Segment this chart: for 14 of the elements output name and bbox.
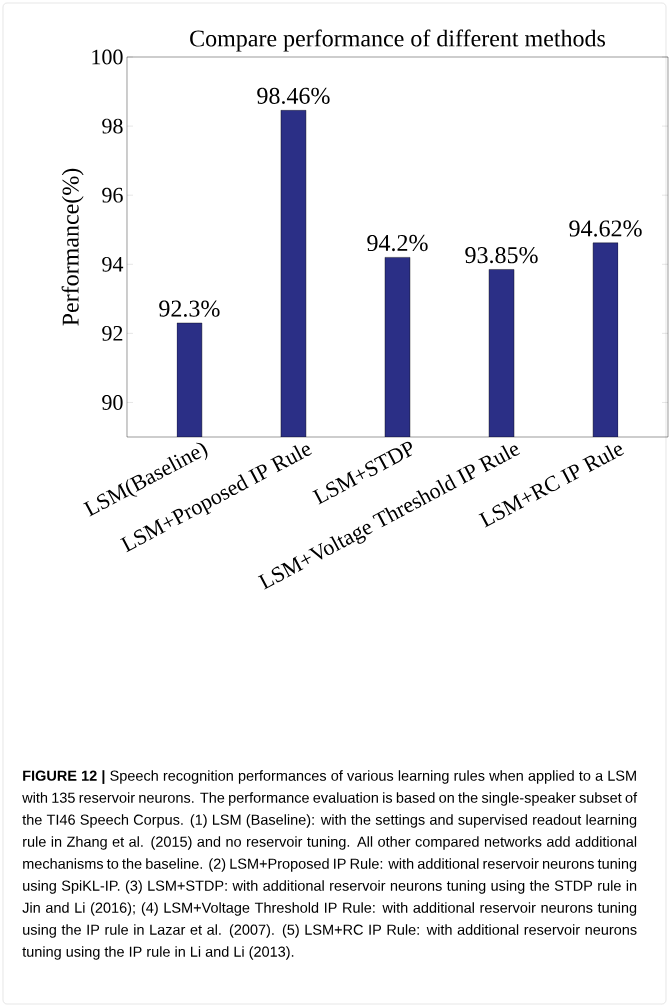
data-label: 93.85% xyxy=(465,246,538,264)
y-axis-title: Performance(%) xyxy=(61,168,84,326)
chart-title: Compare performance of different methods xyxy=(190,29,606,52)
y-tick-label: 92 xyxy=(102,325,123,341)
y-tick-label: 94 xyxy=(102,256,124,272)
y-tick-label: 100 xyxy=(92,49,123,65)
data-label: 98.46% xyxy=(257,87,330,105)
data-label: 92.3% xyxy=(159,300,220,317)
data-label: 94.2% xyxy=(367,234,428,252)
y-tick-label: 98 xyxy=(102,118,123,134)
y-tick-label: 96 xyxy=(102,187,123,203)
y-tick-label: 90 xyxy=(102,395,123,410)
text: FIGURE 12 | Speech recognition performances of various learning rules when applied to a LSM with 135 reservoir neurons. The performance evaluation is based on the single-speaker subset of the TI46 Speech Corpus. (1) LSM (Baseline): with the settings and supervised readout learning rule in Zhang et al. (2015) and no reservoir tuning. All other compared networks add additional mechanisms to the baseline. (2) LSM+Proposed IP Rule: with additional reservoir neurons tuning using SpiKL-IP. (3) LSM+STDP: with additional reservoir neurons tuning using the STDP rule in Jin and Li (2016); (4) LSM+Voltage Threshold IP Rule: with additional reservoir neurons tuning using the IP rule in Lazar et al. (2007). (5) LSM+RC IP Rule: with additional reservoir neurons tuning using the IP rule in Li and Li (2013). xyxy=(22,770,638,960)
data-label: 94.62% xyxy=(569,220,642,237)
